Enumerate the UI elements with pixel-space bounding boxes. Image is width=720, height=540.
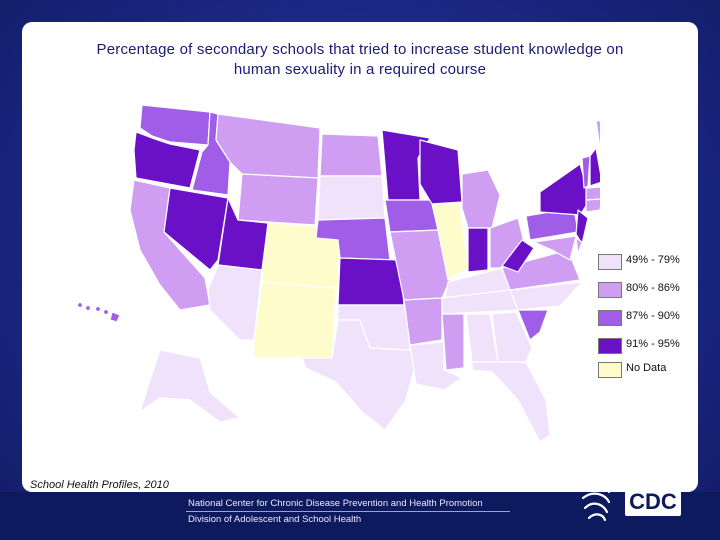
state-sd xyxy=(317,175,386,221)
legend-label: 91% - 95% xyxy=(626,338,680,350)
footer-divider xyxy=(186,511,510,512)
state-me xyxy=(595,119,600,151)
state-wv xyxy=(501,239,535,273)
state-ms xyxy=(441,313,465,371)
legend-item: No Data xyxy=(598,360,708,378)
state-ga xyxy=(491,311,533,363)
map-title: Percentage of secondary schools that tri… xyxy=(30,40,690,80)
state-ny xyxy=(539,163,591,216)
legend-swatch xyxy=(598,338,622,354)
state-nj xyxy=(575,209,589,245)
state-or xyxy=(133,131,201,189)
us-map xyxy=(76,104,600,443)
state-sc xyxy=(517,309,549,341)
state-ar xyxy=(403,297,443,346)
state-fl xyxy=(471,361,551,443)
state-hi-island xyxy=(76,301,84,309)
state-ks xyxy=(337,257,405,306)
legend-label: 49% - 79% xyxy=(626,254,680,266)
state-wy xyxy=(237,173,319,226)
legend-label: No Data xyxy=(626,362,667,374)
state-ak xyxy=(139,349,241,423)
state-nm xyxy=(253,281,337,359)
legend-label: 80% - 86% xyxy=(626,282,680,294)
cdc-logo: CDC xyxy=(581,482,681,522)
state-ut xyxy=(217,197,269,271)
legend-label: 87% - 90% xyxy=(626,310,680,322)
state-va xyxy=(501,249,581,291)
state-il xyxy=(431,203,469,281)
state-hi-island xyxy=(94,305,102,313)
state-hi-island xyxy=(84,304,92,312)
legend-item: 91% - 95% xyxy=(598,336,708,354)
state-in xyxy=(467,227,489,273)
cdc-logo-text: CDC xyxy=(629,489,677,514)
state-de xyxy=(575,237,583,255)
state-md xyxy=(533,235,577,261)
state-mn xyxy=(381,129,431,201)
state-wi xyxy=(419,139,463,205)
footer-text: National Center for Chronic Disease Prev… xyxy=(186,496,510,528)
state-nv xyxy=(163,187,229,271)
state-ia xyxy=(384,199,439,233)
title-line-2: human sexuality in a required course xyxy=(233,61,487,78)
legend-item: 49% - 79% xyxy=(598,252,708,270)
state-mt xyxy=(215,113,321,179)
state-ma xyxy=(585,186,600,201)
footer-line-2: Division of Adolescent and School Health xyxy=(188,514,362,525)
state-vt xyxy=(581,155,591,189)
legend-swatch xyxy=(598,310,622,326)
state-mo xyxy=(389,229,451,301)
legend-item: 87% - 90% xyxy=(598,308,708,326)
state-nc xyxy=(509,281,583,311)
state-hi xyxy=(109,311,121,323)
state-nh xyxy=(589,147,600,187)
title-line-1: Percentage of secondary schools that tri… xyxy=(96,41,624,58)
footer-line-1: National Center for Chronic Disease Prev… xyxy=(188,498,483,509)
source-citation: School Health Profiles, 2010 xyxy=(30,479,169,491)
state-hi-island xyxy=(102,308,110,316)
legend-item: 80% - 86% xyxy=(598,280,708,298)
legend-swatch xyxy=(598,282,622,298)
state-az xyxy=(207,264,263,341)
legend-swatch xyxy=(598,254,622,270)
state-tx xyxy=(301,319,417,431)
state-nd xyxy=(319,133,383,177)
hhs-eagle-icon xyxy=(581,482,611,522)
state-mi xyxy=(461,169,501,229)
cdc-badge xyxy=(625,486,681,516)
state-co xyxy=(261,222,341,289)
legend-swatch xyxy=(598,362,622,378)
